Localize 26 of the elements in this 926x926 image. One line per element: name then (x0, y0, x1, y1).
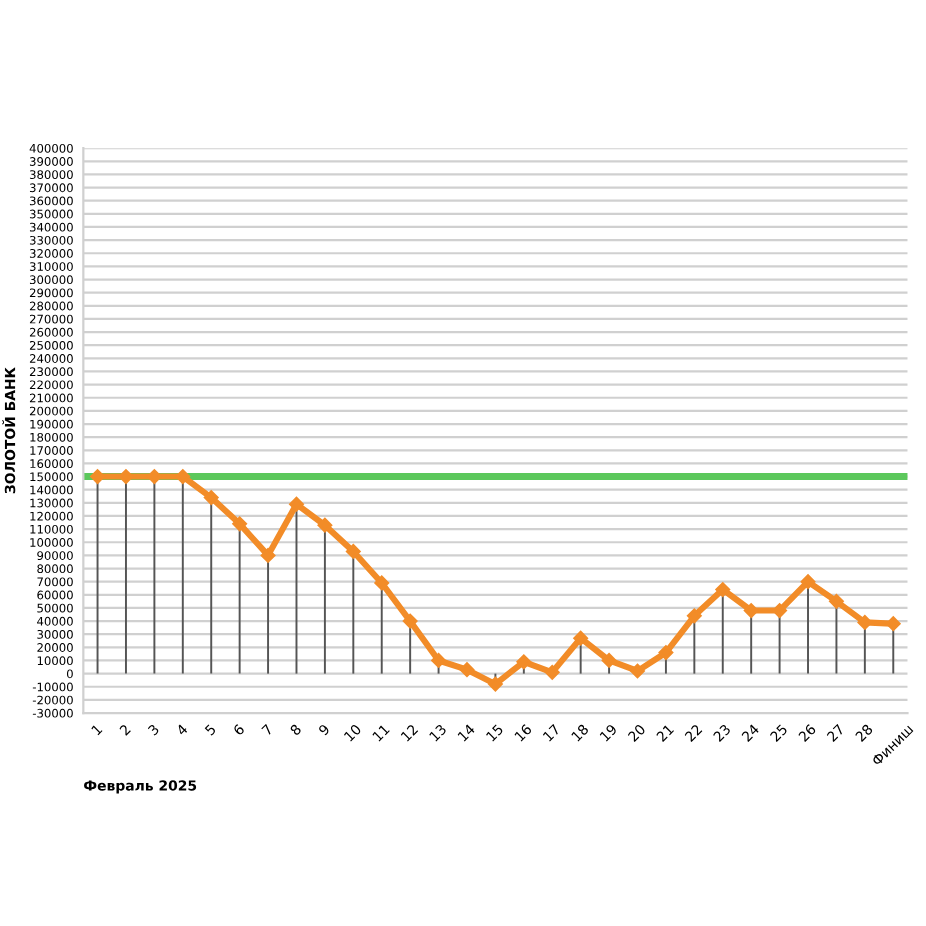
point (232, 516, 247, 532)
point (544, 665, 560, 680)
point (402, 613, 418, 629)
point (374, 575, 390, 591)
point (715, 582, 731, 597)
point (829, 594, 844, 609)
point (658, 645, 674, 660)
point (573, 630, 588, 646)
point (175, 469, 191, 484)
point (431, 653, 446, 668)
point (601, 653, 617, 668)
point (289, 496, 304, 512)
point (90, 469, 105, 484)
point (203, 490, 219, 505)
point (743, 603, 759, 618)
point (516, 654, 532, 670)
point (260, 548, 276, 563)
point (459, 662, 475, 677)
point (630, 663, 645, 679)
point (772, 603, 787, 618)
point (346, 544, 361, 559)
point (317, 517, 333, 533)
point (800, 574, 816, 589)
point (488, 676, 503, 692)
point (147, 469, 162, 484)
point (687, 608, 702, 624)
